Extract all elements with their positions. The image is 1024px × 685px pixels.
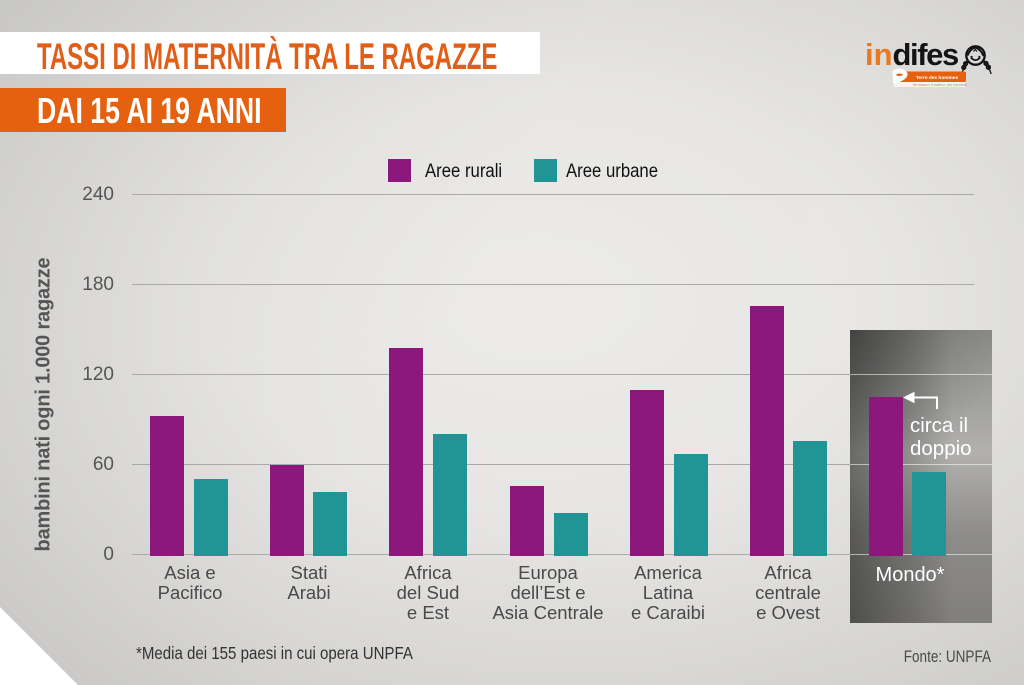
svg-text:difes: difes (893, 37, 959, 72)
svg-text:in: in (865, 37, 893, 72)
svg-text:fermiamo il traffico dei bambi: fermiamo il traffico dei bambini (913, 82, 967, 87)
svg-text:Terre des hommes: Terre des hommes (916, 75, 959, 81)
